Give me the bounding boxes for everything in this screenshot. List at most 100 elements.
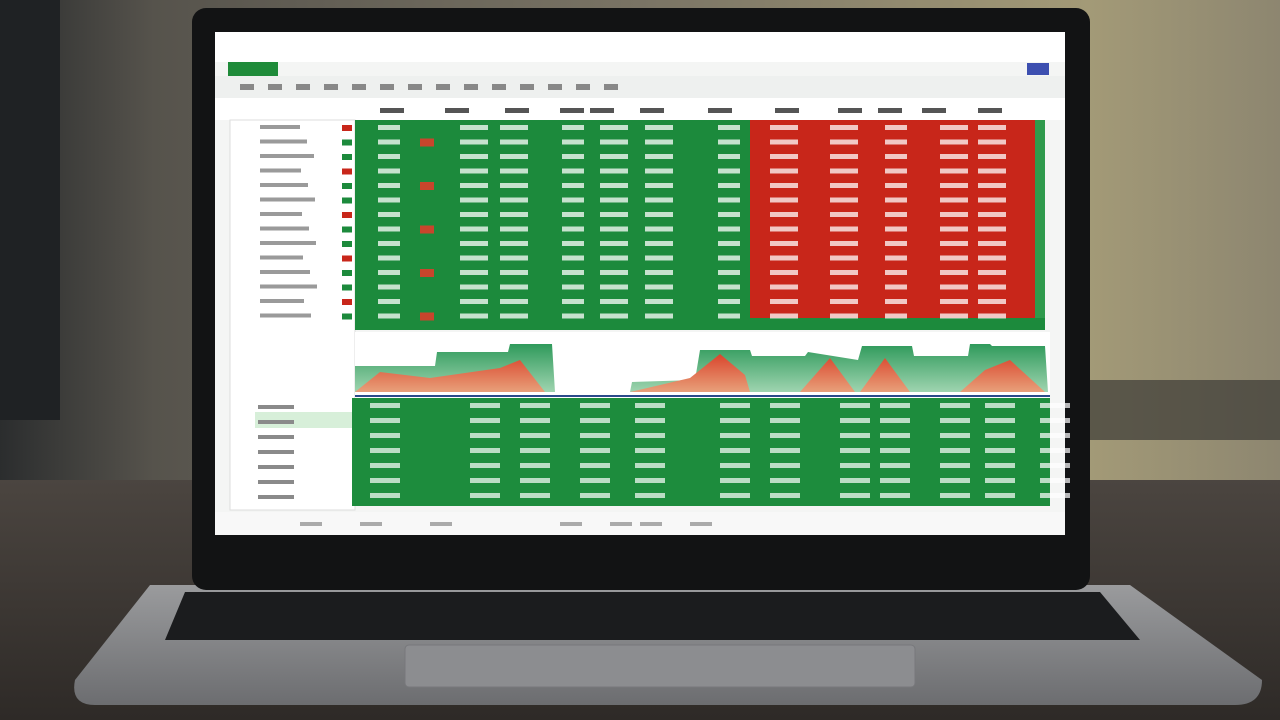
toolbar-icon — [604, 84, 618, 90]
cell-text — [580, 493, 610, 498]
cell-text — [880, 403, 910, 408]
edge-column — [1035, 120, 1045, 320]
cell-text — [580, 478, 610, 483]
cell-text — [885, 212, 907, 217]
cell-text — [830, 241, 858, 246]
cell-text — [600, 241, 628, 246]
row-label — [260, 139, 307, 144]
toolbar-icon — [296, 84, 310, 90]
cell-text — [370, 493, 400, 498]
cell-text — [880, 478, 910, 483]
row-label — [260, 125, 300, 129]
cell-text — [940, 125, 968, 130]
cell-text — [1040, 463, 1070, 468]
status-text — [560, 522, 582, 526]
cell-text — [635, 433, 665, 438]
cell-text — [470, 478, 500, 483]
cell-text — [378, 284, 400, 290]
cell-text — [635, 463, 665, 468]
cell-text — [770, 418, 800, 423]
row-label — [258, 450, 294, 454]
cell-text — [770, 284, 798, 290]
row-label — [258, 495, 294, 499]
cell-text — [600, 168, 628, 174]
cell-text — [885, 270, 907, 275]
cell-text — [940, 313, 968, 319]
cell-text — [940, 212, 968, 217]
cell-text — [460, 255, 488, 261]
status-text — [610, 522, 632, 526]
cell-text — [600, 255, 628, 261]
cell-text — [770, 403, 800, 408]
toolbar-icon — [352, 84, 366, 90]
cell-text — [562, 212, 584, 217]
cell-text — [370, 448, 400, 453]
cell-text — [520, 463, 550, 468]
cell-text — [370, 433, 400, 438]
cell-text — [645, 197, 673, 203]
cell-text — [978, 125, 1006, 130]
toolbar-icon — [436, 84, 450, 90]
cell-text — [562, 197, 584, 203]
cell-text — [770, 212, 798, 217]
cell-text — [770, 168, 798, 174]
cell-text — [580, 403, 610, 408]
cell-text — [718, 125, 740, 130]
cell-text — [645, 241, 673, 246]
toolbar-icon — [380, 84, 394, 90]
cell-text — [718, 299, 740, 304]
toolbar — [215, 76, 1065, 98]
cell-text — [978, 299, 1006, 304]
cell-text — [645, 212, 673, 217]
cell-text — [645, 139, 673, 145]
cell-text — [940, 299, 968, 304]
cell-text — [460, 299, 488, 304]
cell-text — [635, 493, 665, 498]
cell-glyphs — [240, 84, 1070, 526]
toolbar-icon — [240, 84, 254, 90]
toolbar-icon — [492, 84, 506, 90]
header-text — [922, 108, 946, 113]
cell-text — [770, 463, 800, 468]
cell-text — [1040, 418, 1070, 423]
cell-text — [770, 226, 798, 232]
cell-text — [460, 241, 488, 246]
cell-text — [470, 448, 500, 453]
cell-text — [718, 197, 740, 203]
cell-text — [718, 212, 740, 217]
cell-text — [840, 418, 870, 423]
cell-text — [562, 299, 584, 304]
cell-text — [645, 313, 673, 319]
cell-text — [770, 478, 800, 483]
cell-text — [718, 139, 740, 145]
keyboard — [165, 592, 1140, 640]
status-text — [360, 522, 382, 526]
cell-text — [885, 125, 907, 130]
cell-text — [885, 284, 907, 290]
cell-text — [520, 448, 550, 453]
cell-text — [500, 197, 528, 203]
cell-text — [940, 139, 968, 145]
toolbar-icon — [548, 84, 562, 90]
cell-text — [500, 212, 528, 217]
cell-text — [978, 212, 1006, 217]
cell-text — [985, 478, 1015, 483]
row-marker — [342, 197, 352, 204]
cell-text — [470, 418, 500, 423]
toolbar-icon — [408, 84, 422, 90]
cell-text — [500, 299, 528, 304]
row-label — [260, 270, 310, 274]
cell-text — [520, 493, 550, 498]
cell-text — [460, 212, 488, 217]
cell-text — [600, 154, 628, 159]
cell-text — [840, 448, 870, 453]
cell-text — [460, 197, 488, 203]
red-flag — [420, 138, 434, 147]
cell-text — [985, 433, 1015, 438]
cell-text — [940, 270, 968, 275]
cell-text — [940, 403, 970, 408]
cell-text — [1040, 493, 1070, 498]
cell-text — [378, 139, 400, 145]
cell-text — [830, 284, 858, 290]
